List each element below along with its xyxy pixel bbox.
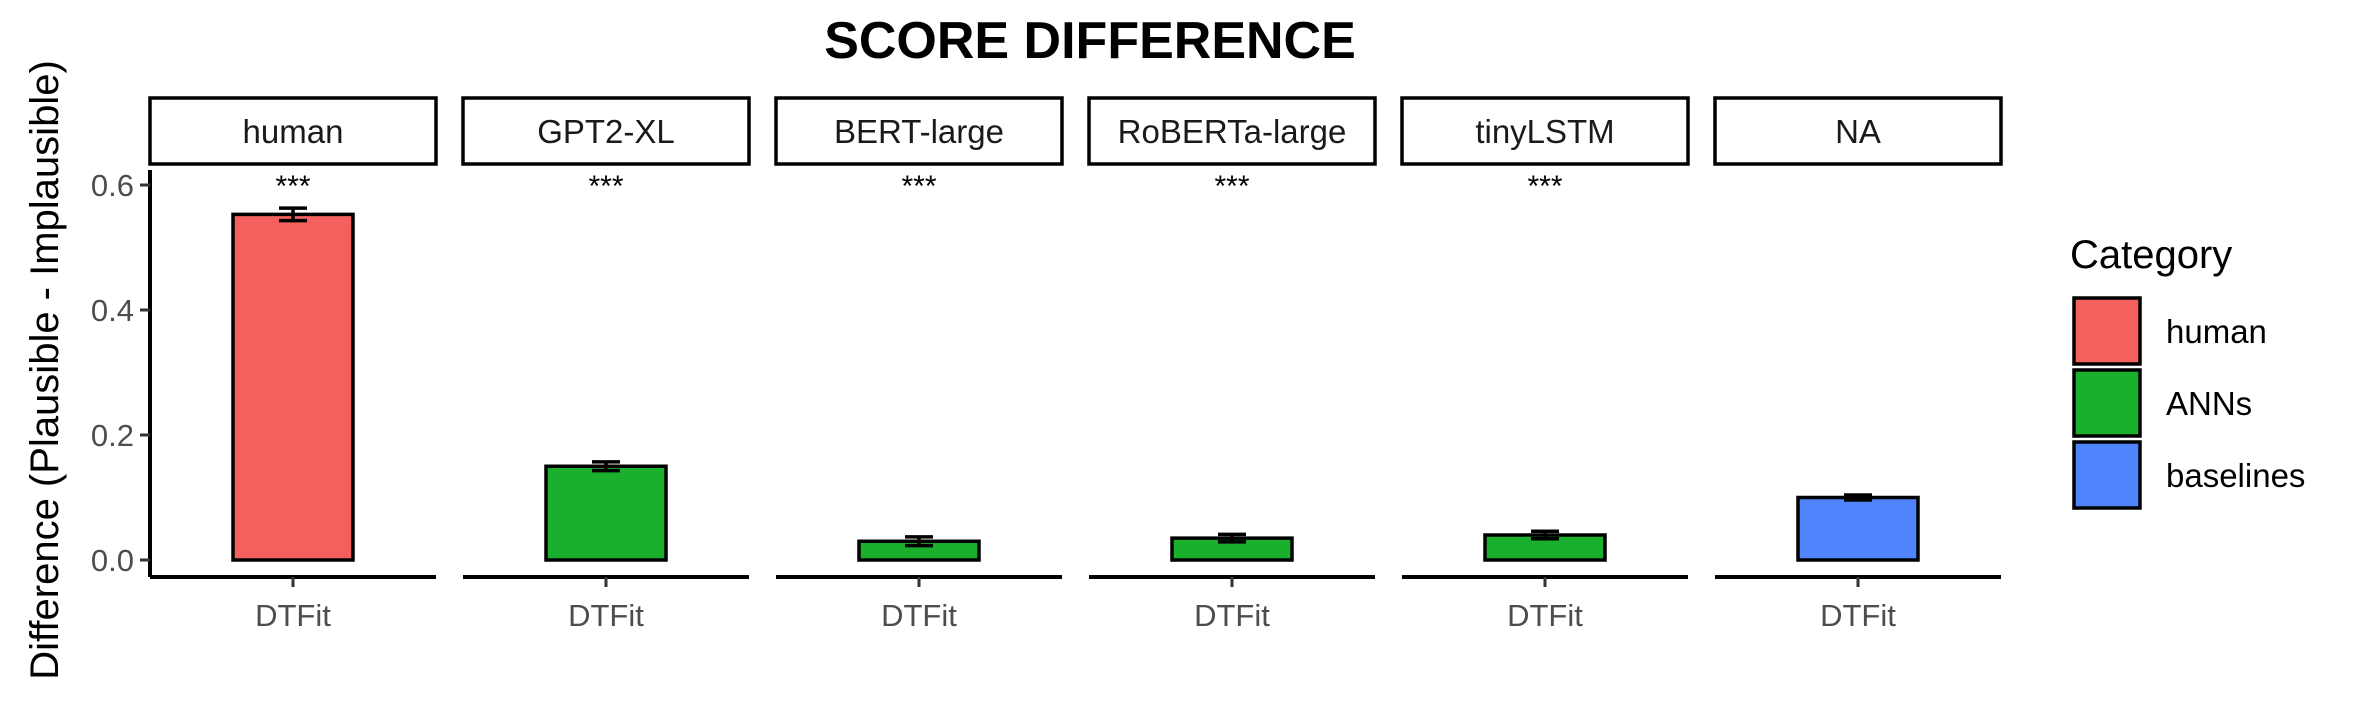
x-tick-label: DTFit [881,598,957,633]
significance-label: *** [1214,170,1249,203]
y-tick-label: 0.0 [91,543,134,578]
significance-label: *** [275,170,310,203]
bar [544,464,668,562]
facet-strip [1400,96,1690,166]
bar [1796,495,1920,562]
facet-strip-label: tinyLSTM [1475,113,1614,150]
facet-strip [148,96,438,166]
significance-label: *** [901,170,936,203]
facet-strip [774,96,1064,166]
legend-swatch [2072,440,2142,510]
facet-strip-label: BERT-large [834,113,1004,150]
legend-label: baselines [2166,457,2305,494]
x-tick-label: DTFit [1194,598,1270,633]
significance-label: *** [1527,170,1562,203]
y-tick-label: 0.2 [91,418,134,453]
facet-strip-label: human [243,113,344,150]
legend-label: ANNs [2166,385,2252,422]
y-tick-label: 0.6 [91,168,134,203]
x-tick-label: DTFit [1507,598,1583,633]
legend-swatch [2072,368,2142,438]
x-tick-label: DTFit [255,598,331,633]
facet-strip [461,96,751,166]
y-axis-label: Difference (Plausible - Implausible) [23,60,67,680]
legend-title: Category [2070,233,2232,277]
legend-label: human [2166,313,2267,350]
x-tick-label: DTFit [568,598,644,633]
bar [231,212,355,562]
significance-label: *** [588,170,623,203]
x-tick-label: DTFit [1820,598,1896,633]
facet-strip [1087,96,1377,166]
facet-strip-label: RoBERTa-large [1118,113,1347,150]
y-tick-label: 0.4 [91,293,134,328]
chart-title: SCORE DIFFERENCE [824,12,1356,70]
facet-strip-label: GPT2-XL [537,113,675,150]
legend-swatch [2072,296,2142,366]
facet-strip-label: NA [1835,113,1881,150]
facet-strip [1713,96,2003,166]
bar [1483,533,1607,562]
